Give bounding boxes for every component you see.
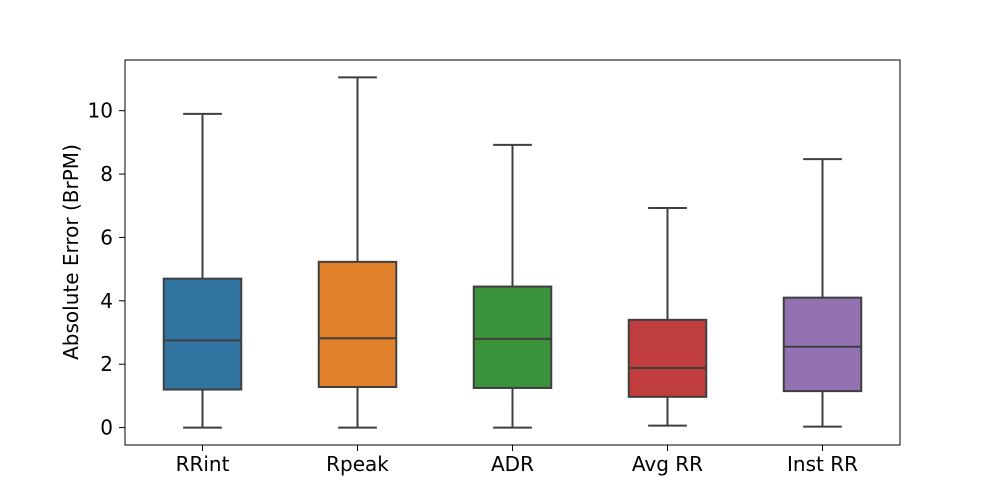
box-group-inst-rr (782, 158, 863, 428)
x-tick-label: Rpeak (326, 452, 389, 476)
box-rrint (162, 277, 243, 391)
box-group-adr (472, 143, 553, 429)
x-tick-label: RRint (176, 452, 230, 476)
x-axis-ticks: RRint Rpeak ADR Avg RR Inst RR (176, 445, 858, 476)
x-tick-label: Avg RR (632, 452, 703, 476)
box-inst-rr (782, 296, 863, 393)
y-tick-label: 6 (100, 225, 113, 249)
y-axis-label: Absolute Error (BrPM) (59, 144, 83, 360)
box-avg-rr (627, 318, 708, 398)
y-tick-label: 8 (100, 162, 113, 186)
x-tick-label: Inst RR (787, 452, 858, 476)
y-tick-label: 2 (100, 352, 113, 376)
x-tick-label: ADR (491, 452, 534, 476)
y-tick-label: 4 (100, 289, 113, 313)
box-group-rrint (162, 112, 243, 429)
plot-frame (124, 59, 901, 446)
box-rpeak (317, 260, 398, 389)
box-adr (472, 285, 553, 389)
y-axis-ticks: 0 2 4 6 8 10 (88, 99, 125, 440)
box-group-rpeak (317, 76, 398, 429)
y-tick-label: 10 (88, 99, 113, 123)
y-tick-label: 0 (100, 416, 113, 440)
box-group-avg-rr (627, 206, 708, 427)
boxes-layer (162, 76, 863, 429)
